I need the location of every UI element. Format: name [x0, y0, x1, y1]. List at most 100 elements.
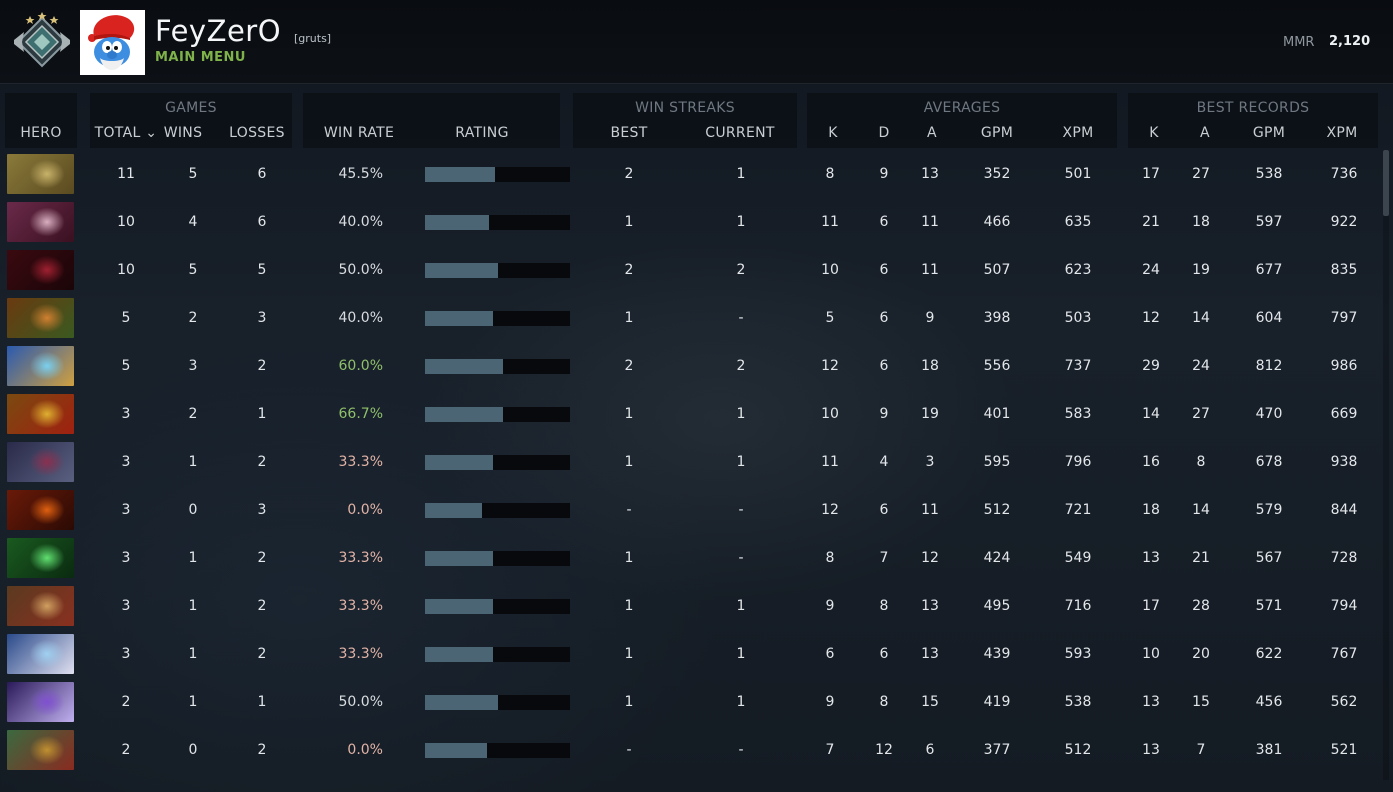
cell-total: 2: [121, 742, 131, 758]
cell-avg-kills: 12: [821, 502, 839, 518]
cell-avg-deaths: 6: [879, 358, 889, 374]
cell-total: 11: [117, 166, 135, 182]
cell-avg-deaths: 9: [879, 406, 889, 422]
table-row[interactable]: 3 1 2 1 1 9 8 13 495 716 17 28 571 794 33.3%: [0, 582, 1380, 630]
rating-bar-fill: [425, 695, 498, 710]
cell-best-assists: 20: [1192, 646, 1210, 662]
cell-best-assists: 24: [1192, 358, 1210, 374]
cell-wins: 1: [188, 646, 198, 662]
avatar[interactable]: [80, 10, 145, 75]
column-header-avg-gpm[interactable]: GPM: [980, 125, 1014, 141]
cell-total: 10: [117, 214, 135, 230]
cell-win-rate: 50.0%: [338, 262, 383, 278]
table-row[interactable]: 2 0 2 - - 7 12 6 377 512 13 7 381 521 0.0%: [0, 726, 1380, 774]
cell-best-xpm: 986: [1330, 358, 1358, 374]
hero-portrait-icon[interactable]: [7, 586, 74, 626]
hero-portrait-icon[interactable]: [7, 346, 74, 386]
cell-avg-kills: 11: [821, 214, 839, 230]
table-row[interactable]: 5 3 2 2 2 12 6 18 556 737 29 24 812 986 60.0%: [0, 342, 1380, 390]
hero-portrait-icon[interactable]: [7, 682, 74, 722]
cell-best-streak: 1: [624, 454, 634, 470]
column-header-current-streak[interactable]: CURRENT: [705, 125, 775, 141]
mmr-label: MMR: [1283, 35, 1315, 50]
cell-best-xpm: 736: [1330, 166, 1358, 182]
column-header-best-streak[interactable]: BEST: [610, 125, 648, 141]
cell-avg-xpm: 583: [1064, 406, 1092, 422]
cell-avg-kills: 12: [821, 358, 839, 374]
hero-portrait-icon[interactable]: [7, 442, 74, 482]
column-header-total[interactable]: TOTAL ⌄: [94, 125, 158, 141]
hero-portrait-icon[interactable]: [7, 202, 74, 242]
table-row[interactable]: 3 2 1 1 1 10 9 19 401 583 14 27 470 669 66.7%: [0, 390, 1380, 438]
column-header-avg-kills[interactable]: K: [828, 125, 838, 141]
hero-portrait-icon[interactable]: [7, 394, 74, 434]
cell-avg-kills: 10: [821, 406, 839, 422]
mmr-value: 2,120: [1329, 34, 1371, 49]
main-menu-link[interactable]: MAIN MENU: [155, 50, 246, 65]
cell-best-xpm: 562: [1330, 694, 1358, 710]
scrollbar[interactable]: [1383, 150, 1389, 780]
cell-avg-xpm: 501: [1064, 166, 1092, 182]
table-row[interactable]: 11 5 6 2 1 8 9 13 352 501 17 27 538 736 45.5%: [0, 150, 1380, 198]
table-row[interactable]: 3 0 3 - - 12 6 11 512 721 18 14 579 844 0.0%: [0, 486, 1380, 534]
cell-avg-xpm: 721: [1064, 502, 1092, 518]
cell-best-assists: 15: [1192, 694, 1210, 710]
hero-portrait-icon[interactable]: [7, 538, 74, 578]
cell-best-assists: 14: [1192, 310, 1210, 326]
table-row[interactable]: 2 1 1 1 1 9 8 15 419 538 13 15 456 562 50.0%: [0, 678, 1380, 726]
table-row[interactable]: 3 1 2 1 1 11 4 3 595 796 16 8 678 938 33.3%: [0, 438, 1380, 486]
cell-best-kills: 13: [1142, 550, 1160, 566]
cell-best-gpm: 812: [1255, 358, 1283, 374]
cell-best-xpm: 844: [1330, 502, 1358, 518]
column-header-win-rate[interactable]: WIN RATE: [323, 125, 395, 141]
table-row[interactable]: 10 4 6 1 1 11 6 11 466 635 21 18 597 922 40.0%: [0, 198, 1380, 246]
cell-wins: 2: [188, 406, 198, 422]
cell-avg-assists: 11: [921, 262, 939, 278]
hero-portrait-icon[interactable]: [7, 298, 74, 338]
cell-avg-gpm: 398: [983, 310, 1011, 326]
column-header-avg-deaths[interactable]: D: [878, 125, 890, 141]
hero-portrait-icon[interactable]: [7, 250, 74, 290]
scrollbar-thumb[interactable]: [1383, 150, 1389, 216]
column-header-best-assists[interactable]: A: [1200, 125, 1210, 141]
cell-avg-kills: 9: [825, 598, 835, 614]
cell-current-streak: 1: [736, 454, 746, 470]
cell-avg-xpm: 623: [1064, 262, 1092, 278]
cell-total: 3: [121, 406, 131, 422]
column-header-best-xpm[interactable]: XPM: [1326, 125, 1358, 141]
cell-avg-xpm: 716: [1064, 598, 1092, 614]
column-header-rating[interactable]: RATING: [455, 125, 509, 141]
table-row[interactable]: 10 5 5 2 2 10 6 11 507 623 24 19 677 835 50.0%: [0, 246, 1380, 294]
column-header-best-gpm[interactable]: GPM: [1252, 125, 1286, 141]
cell-total: 3: [121, 454, 131, 470]
column-header-best-kills[interactable]: K: [1149, 125, 1159, 141]
games-group-panel: [90, 93, 292, 148]
column-header-hero[interactable]: HERO: [20, 125, 62, 141]
column-header-avg-assists[interactable]: A: [927, 125, 937, 141]
table-row[interactable]: 3 1 2 1 1 6 6 13 439 593 10 20 622 767 33.3%: [0, 630, 1380, 678]
rating-bar: [425, 599, 570, 614]
hero-portrait-icon[interactable]: [7, 634, 74, 674]
smurf-avatar-icon: [80, 10, 145, 75]
column-header-avg-xpm[interactable]: XPM: [1062, 125, 1094, 141]
table-row[interactable]: 3 1 2 1-8 7 12 424 549 13 21 567 728 33.3%: [0, 534, 1380, 582]
cell-best-assists: 8: [1196, 454, 1206, 470]
cell-best-gpm: 677: [1255, 262, 1283, 278]
cell-current-streak: 2: [736, 358, 746, 374]
cell-avg-deaths: 6: [879, 310, 889, 326]
column-header-wins[interactable]: WINS: [163, 125, 203, 141]
rating-bar: [425, 167, 570, 182]
cell-best-streak: 1: [624, 646, 634, 662]
cell-best-gpm: 456: [1255, 694, 1283, 710]
hero-portrait-icon[interactable]: [7, 490, 74, 530]
cell-best-streak: 1: [624, 694, 634, 710]
table-row[interactable]: 5 2 3 1 - 5 6 9 398 503 12 14 604 797 40.0%: [0, 294, 1380, 342]
cell-wins: 1: [188, 550, 198, 566]
cell-best-assists: 18: [1192, 214, 1210, 230]
cell-best-xpm: 767: [1330, 646, 1358, 662]
hero-portrait-icon[interactable]: [7, 154, 74, 194]
cell-avg-kills: 7: [825, 742, 835, 758]
cell-avg-gpm: 466: [983, 214, 1011, 230]
hero-portrait-icon[interactable]: [7, 730, 74, 770]
column-header-losses[interactable]: LOSSES: [229, 125, 285, 141]
